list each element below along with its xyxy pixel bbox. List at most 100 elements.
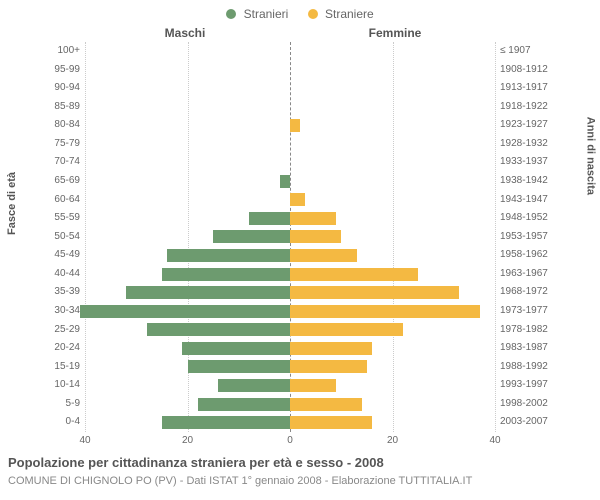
- y-label-birth: 2003-2007: [500, 413, 595, 432]
- age-row: [85, 265, 495, 284]
- bar-male: [80, 305, 290, 318]
- y-label-age: 60-64: [10, 191, 80, 210]
- bar-female: [290, 193, 305, 206]
- bar-female: [290, 360, 367, 373]
- age-row: [85, 321, 495, 340]
- age-row: [85, 61, 495, 80]
- age-row: [85, 135, 495, 154]
- bar-female: [290, 398, 362, 411]
- y-label-birth: 1933-1937: [500, 153, 595, 172]
- legend-dot-male: [226, 9, 236, 19]
- y-label-age: 85-89: [10, 98, 80, 117]
- legend-item-male: Stranieri: [226, 6, 288, 21]
- bar-male: [162, 268, 290, 281]
- age-row: [85, 413, 495, 432]
- age-row: [85, 302, 495, 321]
- y-label-birth: 1938-1942: [500, 172, 595, 191]
- age-row: [85, 228, 495, 247]
- x-tick-label: 40: [79, 435, 90, 446]
- y-label-age: 80-84: [10, 116, 80, 135]
- bar-female: [290, 268, 418, 281]
- bar-male: [126, 286, 290, 299]
- legend-dot-female: [308, 9, 318, 19]
- bar-female: [290, 323, 403, 336]
- age-row: [85, 358, 495, 377]
- bar-female: [290, 342, 372, 355]
- y-label-birth: 1988-1992: [500, 358, 595, 377]
- bar-male: [182, 342, 290, 355]
- y-label-age: 55-59: [10, 209, 80, 228]
- age-row: [85, 376, 495, 395]
- plot-area: [85, 42, 495, 432]
- age-row: [85, 246, 495, 265]
- y-label-birth: 1908-1912: [500, 61, 595, 80]
- age-row: [85, 191, 495, 210]
- bar-female: [290, 212, 336, 225]
- y-label-age: 50-54: [10, 228, 80, 247]
- y-label-birth: 1998-2002: [500, 395, 595, 414]
- y-label-age: 65-69: [10, 172, 80, 191]
- y-label-age: 35-39: [10, 283, 80, 302]
- bar-female: [290, 305, 480, 318]
- y-label-age: 40-44: [10, 265, 80, 284]
- y-label-birth: 1968-1972: [500, 283, 595, 302]
- age-row: [85, 79, 495, 98]
- y-label-age: 10-14: [10, 376, 80, 395]
- y-label-birth: 1963-1967: [500, 265, 595, 284]
- bar-male: [147, 323, 291, 336]
- bar-female: [290, 286, 459, 299]
- y-label-age: 20-24: [10, 339, 80, 358]
- legend-label-female: Straniere: [325, 7, 374, 21]
- y-label-age: 70-74: [10, 153, 80, 172]
- legend-item-female: Straniere: [308, 6, 374, 21]
- y-label-birth: 1993-1997: [500, 376, 595, 395]
- bar-male: [280, 175, 290, 188]
- y-label-birth: 1948-1952: [500, 209, 595, 228]
- bar-female: [290, 249, 357, 262]
- y-label-age: 95-99: [10, 61, 80, 80]
- y-label-age: 30-34: [10, 302, 80, 321]
- age-row: [85, 283, 495, 302]
- bar-female: [290, 379, 336, 392]
- y-label-birth: 1953-1957: [500, 228, 595, 247]
- y-label-birth: 1983-1987: [500, 339, 595, 358]
- footer-subtitle: COMUNE DI CHIGNOLO PO (PV) - Dati ISTAT …: [8, 475, 592, 487]
- y-label-birth: 1923-1927: [500, 116, 595, 135]
- bar-male: [213, 230, 290, 243]
- y-label-age: 90-94: [10, 79, 80, 98]
- y-label-birth: 1943-1947: [500, 191, 595, 210]
- y-label-age: 45-49: [10, 246, 80, 265]
- age-row: [85, 209, 495, 228]
- y-label-birth: 1928-1932: [500, 135, 595, 154]
- pyramid-chart: Stranieri Straniere Maschi Femmine Fasce…: [0, 0, 600, 500]
- age-row: [85, 116, 495, 135]
- y-label-birth: 1978-1982: [500, 321, 595, 340]
- y-label-age: 100+: [10, 42, 80, 61]
- y-label-age: 0-4: [10, 413, 80, 432]
- age-row: [85, 98, 495, 117]
- x-tick-label: 0: [287, 435, 293, 446]
- column-header-female: Femmine: [295, 26, 495, 40]
- age-row: [85, 395, 495, 414]
- y-label-birth: 1918-1922: [500, 98, 595, 117]
- bar-male: [188, 360, 291, 373]
- age-row: [85, 339, 495, 358]
- y-label-age: 5-9: [10, 395, 80, 414]
- y-label-birth: 1973-1977: [500, 302, 595, 321]
- x-tick-label: 20: [182, 435, 193, 446]
- y-label-age: 15-19: [10, 358, 80, 377]
- bar-male: [162, 416, 290, 429]
- bar-female: [290, 230, 341, 243]
- footer-title: Popolazione per cittadinanza straniera p…: [8, 455, 592, 470]
- age-row: [85, 153, 495, 172]
- age-row: [85, 172, 495, 191]
- y-label-age: 25-29: [10, 321, 80, 340]
- y-label-birth: ≤ 1907: [500, 42, 595, 61]
- x-tick-label: 20: [387, 435, 398, 446]
- bar-male: [249, 212, 290, 225]
- gridline: [495, 42, 496, 432]
- legend-label-male: Stranieri: [244, 7, 289, 21]
- bar-male: [167, 249, 290, 262]
- age-row: [85, 42, 495, 61]
- legend: Stranieri Straniere: [0, 6, 600, 21]
